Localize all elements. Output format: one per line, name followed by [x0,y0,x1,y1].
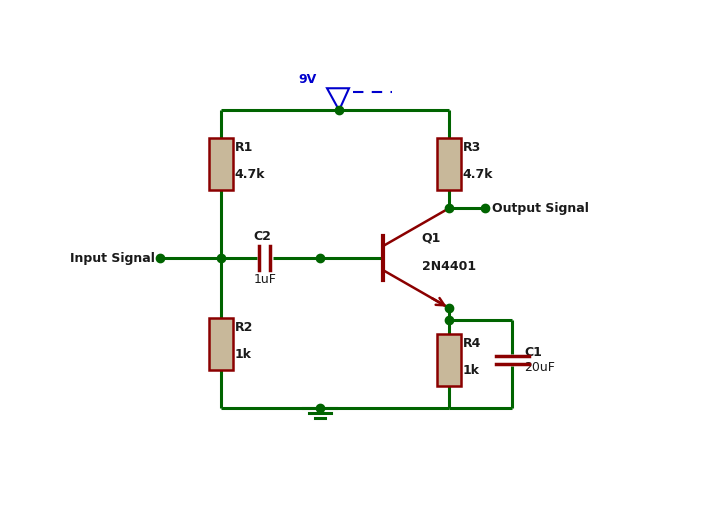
Bar [209,318,233,370]
Bar [437,334,462,386]
Text: 1k: 1k [463,364,480,377]
Text: 20uF: 20uF [525,361,555,374]
Text: 1k: 1k [234,348,251,361]
Text: 1uF: 1uF [253,274,276,286]
Text: Output Signal: Output Signal [491,202,589,215]
Text: 2N4401: 2N4401 [422,260,476,273]
Text: R4: R4 [463,337,481,350]
Text: 9V: 9V [299,73,317,86]
Text: R2: R2 [234,321,253,334]
Text: 4.7k: 4.7k [234,168,265,181]
Bar [209,138,233,190]
Text: R3: R3 [463,141,481,154]
Text: C1: C1 [525,346,542,359]
Text: 4.7k: 4.7k [463,168,493,181]
Bar [437,138,462,190]
Text: C2: C2 [253,230,271,243]
Text: R1: R1 [234,141,253,154]
Text: Q1: Q1 [422,231,441,244]
Text: Input Signal: Input Signal [70,252,155,265]
